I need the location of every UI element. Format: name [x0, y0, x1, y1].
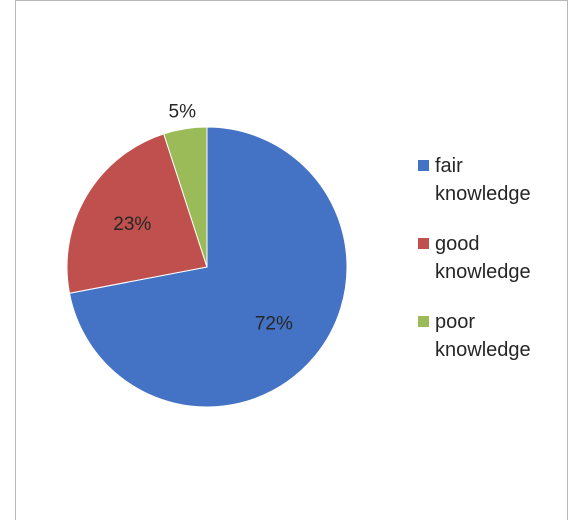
- data-label-poor: 5%: [169, 102, 197, 123]
- legend-label-fair-line1: fair: [435, 155, 463, 177]
- legend: fair knowledge good knowledge poor knowl…: [418, 152, 565, 386]
- data-label-good: 23%: [113, 214, 151, 235]
- pie-slice-poor: [163, 126, 208, 268]
- legend-label-poor: poor knowledge: [435, 308, 565, 364]
- legend-label-fair: fair knowledge: [435, 152, 565, 208]
- legend-item-poor-knowledge: poor knowledge: [418, 308, 565, 364]
- legend-swatch-fair: [418, 160, 429, 171]
- legend-swatch-poor: [418, 316, 429, 327]
- legend-label-good-line1: good: [435, 233, 480, 255]
- pie-slice-good: [66, 133, 208, 294]
- pie-data-labels: 72% 23% 5%: [113, 102, 293, 335]
- legend-item-good-knowledge: good knowledge: [418, 230, 565, 286]
- pie-slices: [66, 126, 348, 408]
- legend-label-good: good knowledge: [435, 230, 565, 286]
- legend-label-fair-line2: knowledge: [435, 183, 531, 205]
- legend-swatch-good: [418, 238, 429, 249]
- pie-slice-fair: [68, 126, 348, 408]
- data-label-fair: 72%: [255, 313, 293, 334]
- legend-label-poor-line2: knowledge: [435, 339, 531, 361]
- legend-label-good-line2: knowledge: [435, 261, 531, 283]
- legend-item-fair-knowledge: fair knowledge: [418, 152, 565, 208]
- legend-label-poor-line1: poor: [435, 311, 476, 333]
